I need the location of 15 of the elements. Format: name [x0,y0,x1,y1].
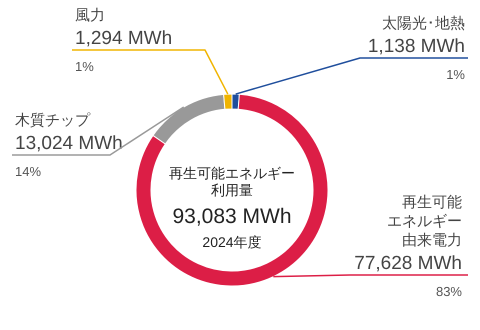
data-label: 77,628 MWh [354,253,462,274]
slice-label: 風力 [75,7,105,24]
data-label: 1,294 MWh [75,28,172,49]
slice-label: 太陽光･地熱 [382,15,465,32]
slice-label: 木質チップ [15,112,91,129]
data-label: 13,024 MWh [15,133,123,154]
text: 1% [446,67,465,82]
text: 1% [75,59,94,74]
text: 14% [15,164,42,179]
text: 再生可能エネルギー利用量 [169,165,295,198]
text: 93,083 MWh [172,205,292,228]
slice-label: 再生可能エネルギー由来電力 [387,194,462,249]
text: 2024年度 [202,234,262,250]
data-label: 1,138 MWh [368,36,465,57]
text: 83% [436,284,462,299]
